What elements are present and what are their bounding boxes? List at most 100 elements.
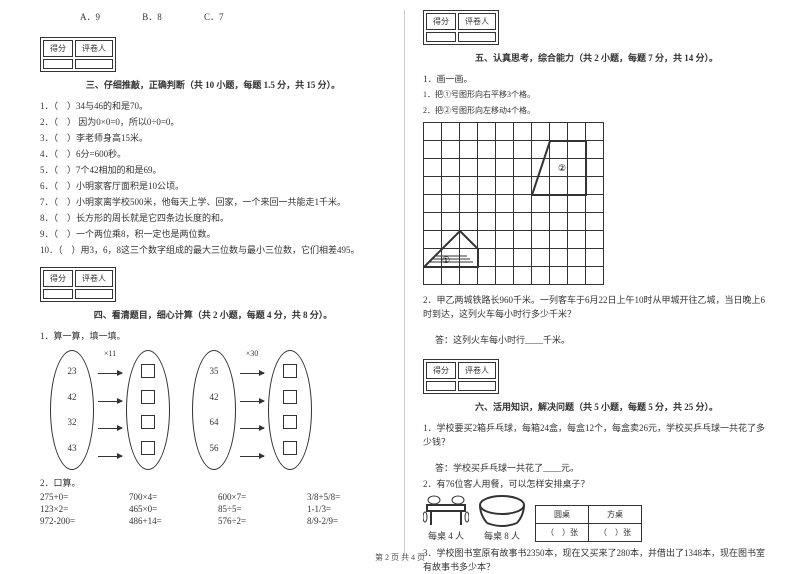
arrow-icon (98, 373, 122, 374)
s5-q1a: 1．把①号图形向右平移3个格。 (423, 88, 770, 102)
calc-item: 465×0= (129, 504, 208, 514)
oval-output-b (268, 350, 312, 470)
arrow-icon (98, 456, 122, 457)
cell-square: （ ）张 (589, 524, 642, 542)
s4-q2: 2．口算。 (40, 476, 386, 490)
tf-item: 1．（ ）34与46的和是70。 (40, 99, 386, 113)
oval-num: 42 (68, 392, 77, 402)
score-label: 得分 (43, 270, 73, 287)
calc-item: 275+0= (40, 492, 119, 502)
score-blank (426, 381, 456, 391)
s6-q1-ans: 答：学校买乒乓球一共花了____元。 (423, 461, 770, 475)
desk4-label: 每桌 4 人 (423, 529, 469, 542)
tf-item: 2．（ ） 因为0×0=0，所以0÷0=0。 (40, 115, 386, 129)
s4-q1-text: 算一算，填一填。 (54, 331, 126, 341)
blank-box (283, 441, 297, 455)
blank-box (283, 415, 297, 429)
grader-label: 评卷人 (75, 270, 113, 287)
calc-item: 972-200= (40, 516, 119, 526)
calc-item: 486+14= (129, 516, 208, 526)
grader-label: 评卷人 (458, 362, 496, 379)
calc-item: 600×7= (218, 492, 297, 502)
tf-text: （ ）一个两位乘8，积一定也是两位数。 (54, 229, 216, 239)
left-column: A．9 B．8 C．7 得分评卷人 三、仔细推敲，正确判断（共 10 小题，每题… (30, 10, 405, 555)
th-square: 方桌 (589, 506, 642, 524)
score-label: 得分 (43, 40, 73, 57)
tf-text: （ ）李老师身高15米。 (54, 133, 149, 143)
arrow-icon (98, 428, 122, 429)
calc-item: 1-1/3= (307, 504, 386, 514)
blank-box (141, 441, 155, 455)
desk-table: 圆桌方桌 （ ）张（ ）张 (535, 505, 642, 542)
arrow-icon (240, 373, 264, 374)
oval-num: 42 (210, 392, 219, 402)
page-footer: 第 2 页 共 4 页 (0, 552, 800, 563)
tf-item: 10．（ ）用3，6，8这三个数字组成的最大三位数与最小三位数，它们相差495。 (40, 243, 386, 257)
round-desk: 每桌 8 人 (477, 495, 527, 542)
grader-blank (75, 289, 113, 299)
score-label: 得分 (426, 13, 456, 30)
opt-b: B．8 (142, 12, 162, 22)
cell-round: （ ）张 (536, 524, 589, 542)
section5-head: 得分评卷人 (423, 10, 770, 47)
grader-blank (458, 32, 496, 42)
score-box: 得分评卷人 (40, 267, 116, 302)
calc-item: 123×2= (40, 504, 119, 514)
oval-num: 32 (68, 417, 77, 427)
calc-grid: 275+0= 700×4= 600×7= 3/8+5/8= 123×2= 465… (40, 492, 386, 526)
right-column: 得分评卷人 五、认真思考，综合能力（共 2 小题，每题 7 分，共 14 分）。… (405, 10, 780, 555)
mc-options: A．9 B．8 C．7 (40, 10, 386, 23)
grid-paper (423, 122, 604, 285)
oval-diagram: 23 42 32 43 ×11 35 42 64 56 (50, 349, 386, 470)
section3-head: 得分评卷人 (40, 37, 386, 74)
s5-q1: 1．画一画。 (423, 72, 770, 86)
tf-item: 5．（ ）7个42相加的和是69。 (40, 163, 386, 177)
score-box: 得分评卷人 (423, 359, 499, 394)
s5-q1-text: 画一画。 (437, 74, 473, 84)
blank-box (141, 415, 155, 429)
tf-text: （ ）小明家客厅面积是10公顷。 (54, 181, 185, 191)
section6-head: 得分评卷人 (423, 359, 770, 396)
s5-q1b: 2．把②号图形向左移动4个格。 (423, 104, 770, 118)
desk-diagram: 每桌 4 人 每桌 8 人 圆桌方桌 （ ）张（ ）张 (423, 495, 770, 542)
score-blank (426, 32, 456, 42)
calc-item: 8/9-2/9= (307, 516, 386, 526)
tf-item: 6．（ ）小明家客厅面积是10公顷。 (40, 179, 386, 193)
s6-q1: 1．学校要买2箱乒乓球，每箱24盒，每盒12个，每盒卖26元，学校买乒乓球一共花… (423, 421, 770, 449)
arrow-icon (240, 401, 264, 402)
tf-text: （ ）长方形的周长就是它四条边长度的和。 (54, 213, 230, 223)
arrow-group-a: ×11 (98, 349, 122, 470)
tf-text: （ ） 因为0×0=0，所以0÷0=0。 (54, 117, 180, 127)
oval-input-a: 23 42 32 43 (50, 350, 94, 470)
s4-q2-text: 口算。 (54, 478, 81, 488)
calc-item: 3/8+5/8= (307, 492, 386, 502)
round-desk-icon (477, 495, 527, 529)
blank-box (283, 390, 297, 404)
tf-item: 4．（ ）6分=600秒。 (40, 147, 386, 161)
grader-blank (75, 59, 113, 69)
blank-box (141, 390, 155, 404)
square-desk: 每桌 4 人 (423, 495, 469, 542)
score-box: 得分评卷人 (423, 10, 499, 45)
section5-title: 五、认真思考，综合能力（共 2 小题，每题 7 分，共 14 分）。 (423, 51, 770, 64)
mult-label-a: ×11 (98, 349, 122, 358)
score-label: 得分 (426, 362, 456, 379)
tf-text: （ ）用3，6，8这三个数字组成的最大三位数与最小三位数，它们相差495。 (58, 245, 360, 255)
th-round: 圆桌 (536, 506, 589, 524)
oval-num: 56 (210, 443, 219, 453)
grid-wrapper: ② ① (423, 122, 623, 285)
opt-a: A．9 (80, 12, 100, 22)
blank-box (283, 364, 297, 378)
tf-item: 7．（ ）小明家离学校500米，他每天上学、回家，一个来回一共能走1千米。 (40, 195, 386, 209)
arrow-icon (240, 428, 264, 429)
tf-text: （ ）6分=600秒。 (54, 149, 127, 159)
tf-item: 9．（ ）一个两位乘8，积一定也是两位数。 (40, 227, 386, 241)
section4-head: 得分评卷人 (40, 267, 386, 304)
score-blank (43, 59, 73, 69)
calc-item: 700×4= (129, 492, 208, 502)
s6-q2: 2．有76位客人用餐，可以怎样安排桌子？ (423, 477, 770, 491)
calc-item: 85÷5= (218, 504, 297, 514)
section6-title: 六、活用知识，解决问题（共 5 小题，每题 5 分，共 25 分）。 (423, 400, 770, 413)
calc-item: 576÷2= (218, 516, 297, 526)
score-box: 得分评卷人 (40, 37, 116, 72)
